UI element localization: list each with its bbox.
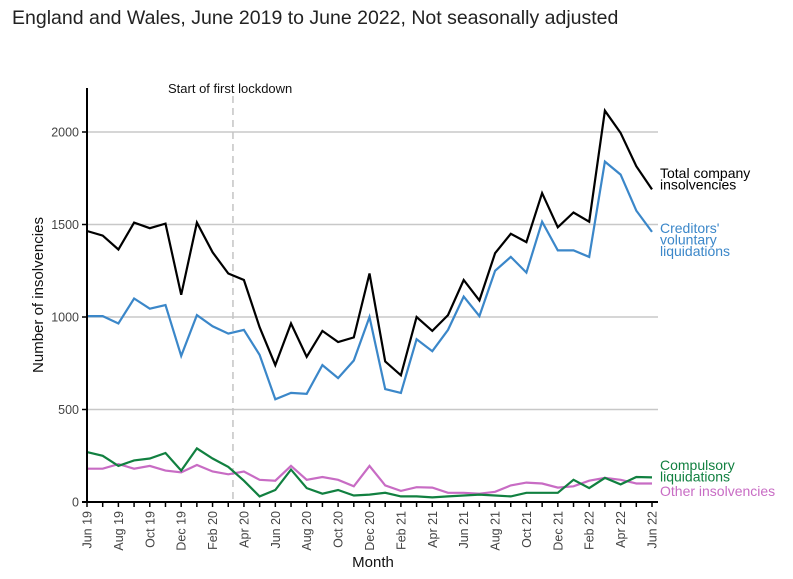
x-tick-label: Oct 21 (520, 511, 534, 548)
x-tick-label: Dec 19 (175, 511, 189, 551)
x-tick-label: Oct 19 (143, 511, 157, 548)
x-tick-label: Jun 20 (269, 511, 283, 549)
x-tick-label: Dec 21 (551, 511, 565, 551)
x-tick-label: Aug 21 (489, 511, 503, 551)
series-line-creditors-voluntary-liquidations (87, 159, 653, 401)
x-tick-label: Apr 22 (614, 511, 628, 548)
gridlines (87, 131, 658, 411)
y-axis-title: Number of insolvencies (30, 217, 47, 373)
y-tick-label: 0 (72, 496, 79, 510)
x-axis-title: Month (352, 554, 394, 571)
x-tick-label: Apr 21 (426, 511, 440, 548)
x-tick-label: Aug 19 (112, 511, 126, 551)
series-label-creditors-voluntary-liquidations: voluntary (660, 232, 717, 248)
y-tick-label: 1000 (51, 311, 79, 325)
y-tick-label: 500 (58, 403, 79, 417)
series-line-total-company-insolvencies (86, 107, 653, 378)
series-labels: Other insolvenciesCompulsoryliquidations… (660, 165, 775, 499)
series-label-other-insolvencies: Other insolvencies (660, 483, 775, 499)
x-tick-label: Jun 21 (457, 511, 471, 549)
series-label-total-company-insolvencies: insolvencies (660, 177, 736, 193)
x-tick-label: Jun 22 (646, 511, 660, 549)
x-tick-label: Dec 20 (363, 511, 377, 551)
lockdown-annotation: Start of first lockdown (168, 81, 292, 502)
series-label-creditors-voluntary-liquidations: Creditors' (660, 220, 719, 236)
x-tick-label: Apr 20 (237, 511, 251, 548)
x-tick-label: Aug 20 (300, 511, 314, 551)
x-tick-label: Oct 20 (332, 511, 346, 548)
lockdown-label: Start of first lockdown (168, 81, 292, 96)
y-tick-label: 1500 (51, 218, 79, 232)
series-line-other-insolvencies (87, 462, 652, 495)
series-lines (86, 107, 653, 499)
series-line-compulsory-liquidations (86, 446, 653, 499)
chart-subtitle: England and Wales, June 2019 to June 202… (12, 7, 619, 29)
series-label-compulsory-liquidations: Compulsory (660, 457, 735, 473)
y-tick-label: 2000 (51, 126, 79, 140)
x-tick-label: Jun 19 (81, 511, 95, 549)
x-tick-label: Feb 21 (394, 511, 408, 550)
x-tick-label: Feb 20 (206, 511, 220, 550)
series-label-creditors-voluntary-liquidations: liquidations (660, 243, 730, 259)
series-label-compulsory-liquidations: liquidations (660, 469, 730, 485)
x-tick-label: Feb 22 (583, 511, 597, 550)
axes: 0 500 1000 1500 2000 Jun 19 Aug 19 Oct 19 Dec 19… (30, 88, 660, 571)
series-label-total-company-insolvencies: Total company (660, 165, 750, 181)
